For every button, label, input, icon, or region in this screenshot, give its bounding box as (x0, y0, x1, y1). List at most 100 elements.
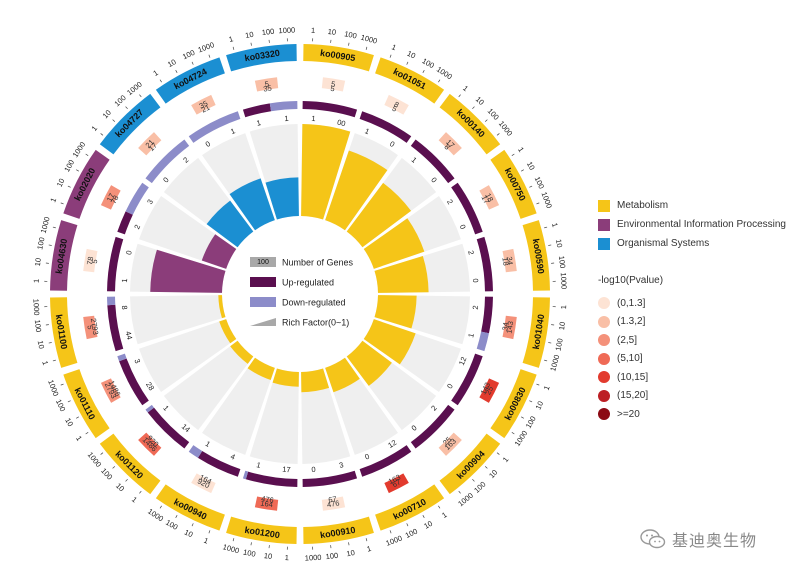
tick-mark (52, 226, 56, 229)
rich-factor-background (130, 295, 226, 345)
down-regulated-bar-ko01110 (117, 353, 127, 362)
down-regulated-bar-ko02020 (125, 182, 149, 215)
tick-label: 1000 (435, 65, 454, 82)
down-count-label-ko00904: 0 (410, 423, 419, 433)
tick-label: 1000 (456, 491, 475, 508)
tick-mark (76, 416, 79, 419)
tick-label: 100 (54, 398, 67, 413)
rich-factor-background (249, 368, 299, 464)
category-segment-ko00910 (303, 516, 374, 544)
down-regulated-bar-ko00940 (188, 445, 203, 458)
down-count-label-ko03320: 1 (284, 114, 289, 123)
down-regulated-bar-ko01120 (145, 404, 155, 413)
pvalue-legend-label: (10,15] (617, 371, 649, 383)
tick-mark (484, 119, 488, 122)
up-count-label-ko04724: 0 (204, 139, 212, 149)
category-segment-ko02020 (63, 149, 110, 219)
tick-mark (365, 538, 368, 542)
tick-mark (139, 490, 142, 494)
up-regulated-bar-ko01040 (481, 296, 493, 334)
category-legend-item: Organismal Systems (598, 234, 798, 253)
tick-label: 1000 (385, 534, 404, 548)
watermark: 基迪奥生物 (640, 527, 757, 551)
pvalue-legend-label: (5,10] (617, 353, 643, 365)
down-count-label-ko01110: 3 (132, 357, 142, 364)
up-regulated-bar-ko01120 (147, 407, 190, 449)
pvalue-legend-item: (0,1.3] (598, 294, 798, 313)
background-count-bar-ko00590 (502, 248, 517, 273)
up-count-label-ko02020: 2 (132, 223, 142, 230)
tick-label: 1 (390, 42, 397, 52)
tick-label: 1000 (146, 507, 165, 524)
down-count-label-ko04630: 0 (124, 250, 134, 256)
gene-count-label-ko00910: 67 (328, 494, 338, 504)
up-regulated-bar-ko01200 (245, 471, 298, 487)
up-regulated-bar-ko00830 (451, 353, 483, 406)
tick-label: 1000 (559, 272, 569, 289)
tick-mark (548, 342, 552, 344)
tick-label: 1000 (360, 33, 378, 46)
background-count-bar-ko01120 (138, 432, 162, 456)
background-count-label-ko00910: 476 (326, 498, 340, 509)
tick-mark (232, 538, 235, 542)
tick-label: 10 (36, 340, 46, 350)
pvalue-legend-title: -log10(Pvalue) (598, 275, 664, 286)
pvalue-legend-label: (0,1.3] (617, 297, 646, 309)
up-regulated-bar-ko00750 (451, 182, 483, 235)
category-segment-ko00940 (155, 484, 225, 531)
tick-label: 10 (422, 519, 434, 531)
background-count-label-ko01040: 143 (504, 320, 515, 334)
tick-mark (544, 359, 548, 362)
category-legend-label: Metabolism (617, 200, 669, 211)
rich-factor-bar-ko00710 (325, 357, 360, 393)
tick-label: 10 (33, 257, 43, 266)
tick-mark (250, 42, 252, 46)
background-count-label-ko01200: 164 (260, 498, 274, 509)
tick-label: 10 (166, 57, 178, 69)
down-count-label-ko00750: 0 (458, 223, 468, 230)
category-legend-swatch (598, 218, 610, 231)
category-legend-item: Metabolism (598, 196, 798, 215)
down-count-label-ko04727: 2 (181, 155, 190, 165)
center-legend-box-label: 100 (257, 259, 269, 266)
tick-label: 1000 (305, 553, 322, 563)
up-regulated-bar-ko00590 (476, 236, 493, 292)
category-segment-ko00710 (375, 484, 445, 531)
background-count-bar-ko00710 (384, 473, 409, 494)
category-legend-item: Environmental Information Processing (598, 215, 798, 234)
background-count-ring: 5817183414325163674761649201486279357817… (83, 77, 517, 511)
tick-label: 1 (366, 544, 372, 554)
background-count-label-ko00590: 34 (505, 256, 515, 266)
up-count-label-ko00830: 12 (457, 356, 469, 367)
category-segment-ko00140 (439, 93, 501, 155)
tick-mark (472, 478, 475, 482)
tick-mark (159, 505, 162, 509)
background-count-bar-ko01200 (254, 496, 279, 511)
tick-label: 10 (534, 400, 546, 411)
tick-mark (511, 432, 515, 435)
center-legend-label-up: Up-regulated (282, 278, 334, 288)
tick-mark (125, 478, 128, 482)
background-count-bar-ko04724 (191, 94, 216, 115)
gene-count-label-ko04724: 21 (200, 103, 212, 115)
gene-count-label-ko04630: 5 (90, 259, 100, 265)
category-segment-ko01200 (226, 516, 297, 544)
rich-factor-bar-ko00905 (301, 124, 351, 220)
background-count-bar-ko01110 (100, 378, 121, 403)
tick-mark (175, 70, 178, 73)
category-segment-ko01110 (63, 369, 110, 439)
tick-label: 10 (244, 30, 254, 40)
gene-count-label-ko01040: 34 (500, 322, 510, 332)
tick-mark (458, 94, 461, 98)
tick-mark (496, 452, 500, 455)
gene-count-label-ko00750: 17 (479, 194, 491, 206)
pvalue-legend-item: (5,10] (598, 350, 798, 369)
background-count-bar-ko04727 (138, 132, 162, 156)
tick-label: 10 (183, 528, 194, 540)
category-legend-label: Organismal Systems (617, 238, 710, 249)
category-legend-swatch (598, 199, 610, 212)
background-count-bar-ko02020 (100, 185, 121, 210)
tick-mark (521, 169, 524, 172)
tick-label: 10 (525, 160, 537, 172)
tick-label: 1 (559, 305, 568, 310)
